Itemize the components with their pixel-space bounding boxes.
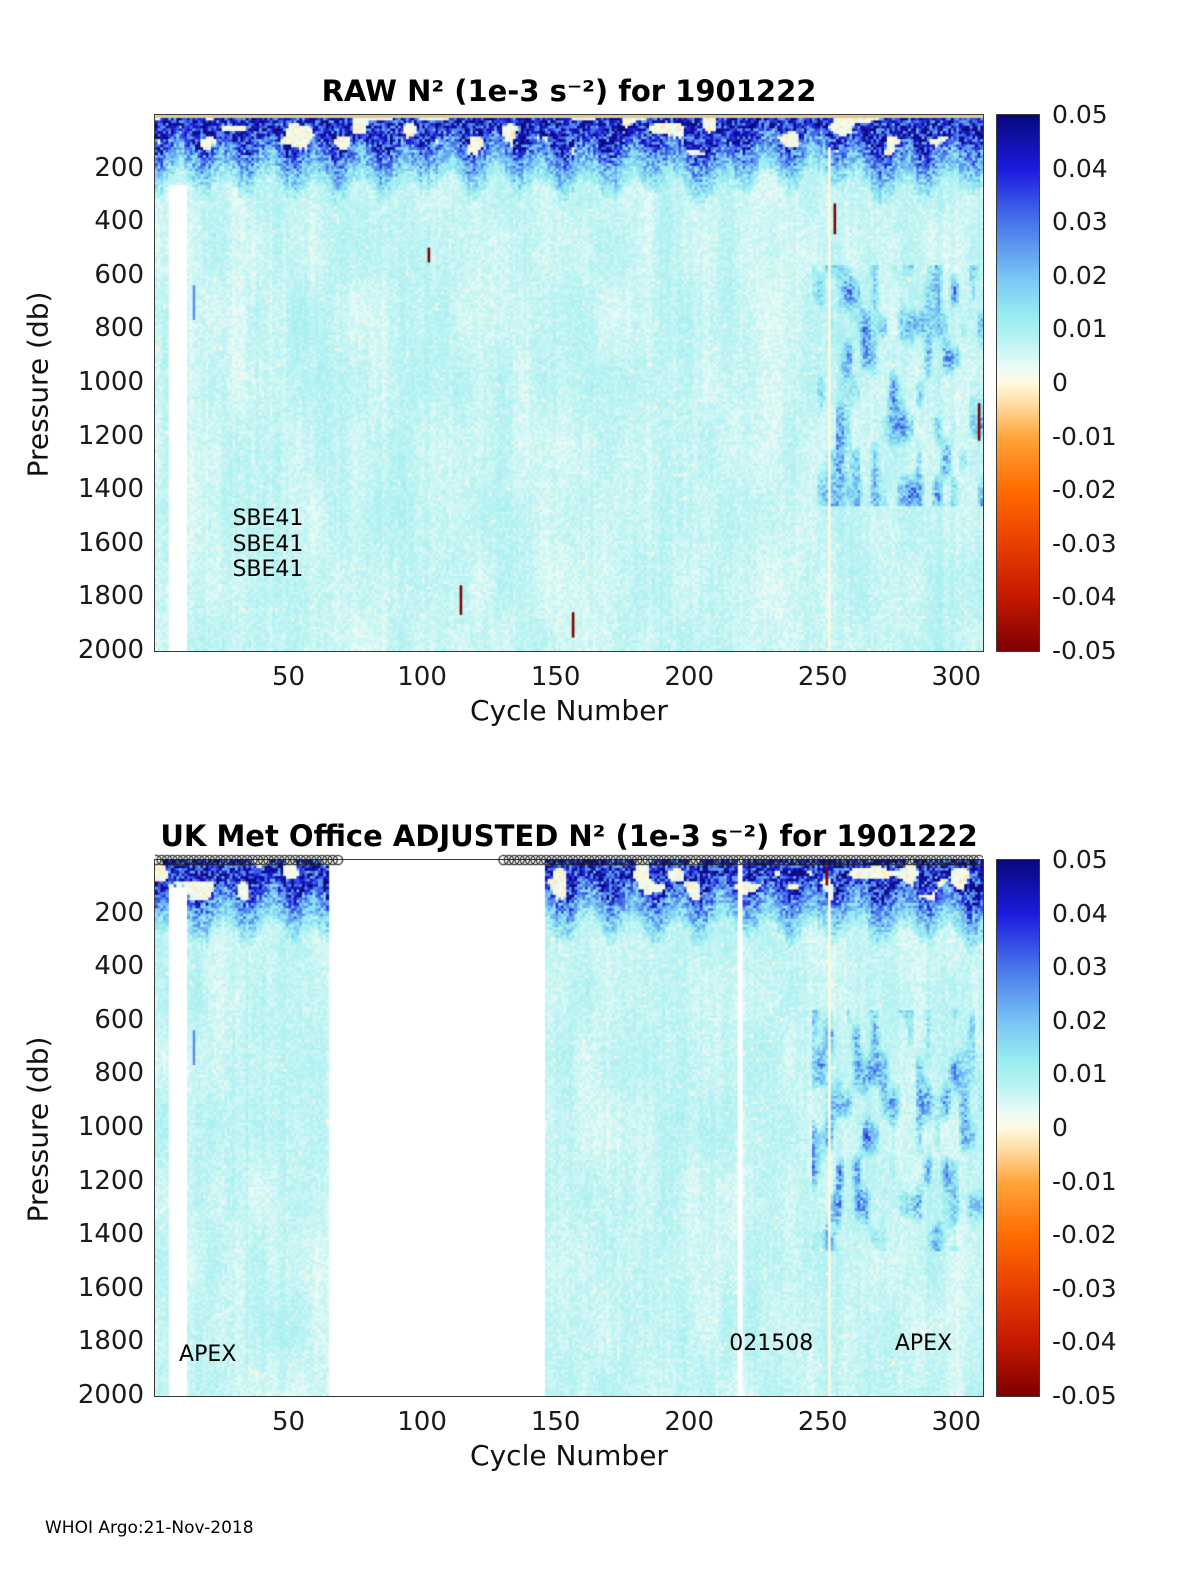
- annotation-label: SBE41: [232, 505, 304, 531]
- raw-plot-title: RAW N² (1e-3 s⁻²) for 1901222: [321, 74, 817, 108]
- y-tick-label: 200: [94, 897, 144, 928]
- x-tick-label: 100: [397, 662, 447, 692]
- adjusted-cycle-markers: [155, 851, 983, 869]
- colorbar-tick-label: 0.01: [1052, 1059, 1108, 1089]
- y-tick-label: 1800: [77, 1326, 144, 1357]
- y-tick-label: 400: [94, 951, 144, 982]
- colorbar-tick-label: 0.04: [1052, 153, 1108, 183]
- colorbar-tick-label: -0.04: [1052, 582, 1117, 612]
- raw-colorbar: [996, 114, 1040, 652]
- y-tick-label: 800: [94, 313, 144, 344]
- colorbar-tick-label: -0.02: [1052, 1220, 1117, 1250]
- colorbar-tick-label: 0: [1052, 368, 1068, 397]
- y-tick-label: 800: [94, 1058, 144, 1089]
- colorbar-tick-label: 0.04: [1052, 898, 1108, 928]
- adjusted-plot-title: UK Met Office ADJUSTED N² (1e-3 s⁻²) for…: [160, 819, 978, 853]
- colorbar-tick-label: -0.01: [1052, 421, 1117, 451]
- y-tick-label: 1200: [77, 420, 144, 451]
- adjusted-plot-area: [154, 859, 984, 1397]
- colorbar-tick-label: 0.05: [1052, 100, 1108, 129]
- y-tick-label: 1000: [77, 367, 144, 397]
- y-tick-label: 1200: [77, 1165, 144, 1196]
- colorbar-tick-label: -0.03: [1052, 528, 1117, 558]
- x-tick-label: 250: [797, 662, 848, 692]
- x-tick-label: 150: [530, 662, 581, 692]
- y-tick-label: 600: [94, 1004, 144, 1035]
- raw-x-axis-label: Cycle Number: [470, 694, 668, 727]
- x-tick-label: 50: [272, 662, 306, 692]
- colorbar-tick-label: -0.01: [1052, 1166, 1117, 1196]
- x-tick-label: 100: [397, 1407, 447, 1437]
- colorbar-tick-label: 0.02: [1052, 260, 1108, 290]
- adjusted-heatmap-canvas: [155, 860, 983, 1396]
- x-tick-label: 300: [931, 1407, 982, 1437]
- raw-heatmap-canvas: [155, 115, 983, 651]
- y-tick-label: 400: [94, 206, 144, 237]
- annotation-label: 021508: [729, 1331, 814, 1357]
- x-tick-label: 200: [664, 662, 714, 692]
- colorbar-tick-label: 0.01: [1052, 314, 1108, 344]
- y-tick-label: 1000: [77, 1112, 144, 1142]
- annotation-label: APEX: [894, 1331, 953, 1357]
- y-tick-label: 1600: [77, 527, 144, 558]
- colorbar-tick-label: -0.05: [1052, 1381, 1117, 1410]
- y-tick-label: 2000: [77, 635, 144, 665]
- colorbar-tick-label: 0.05: [1052, 845, 1108, 874]
- y-tick-label: 1800: [77, 581, 144, 612]
- colorbar-tick-label: -0.02: [1052, 475, 1117, 505]
- adjusted-colorbar: [996, 859, 1040, 1397]
- x-tick-label: 200: [664, 1407, 714, 1437]
- annotation-label: APEX: [179, 1341, 237, 1367]
- x-tick-label: 50: [272, 1407, 306, 1437]
- colorbar-tick-label: -0.05: [1052, 636, 1117, 665]
- colorbar-tick-label: -0.04: [1052, 1327, 1117, 1357]
- colorbar-tick-label: 0.03: [1052, 207, 1108, 237]
- colorbar-tick-label: 0.02: [1052, 1005, 1108, 1035]
- x-tick-label: 150: [530, 1407, 581, 1437]
- colorbar-tick-label: 0: [1052, 1113, 1068, 1142]
- annotation-label: SBE41: [232, 556, 304, 582]
- x-tick-label: 300: [931, 662, 982, 692]
- x-tick-label: 250: [797, 1407, 848, 1437]
- raw-plot-area: [154, 114, 984, 652]
- y-tick-label: 200: [94, 152, 144, 183]
- y-tick-label: 1600: [77, 1272, 144, 1303]
- y-tick-label: 1400: [77, 1219, 144, 1250]
- y-tick-label: 600: [94, 259, 144, 290]
- footer-text: WHOI Argo:21-Nov-2018: [45, 1518, 254, 1538]
- colorbar-tick-label: -0.03: [1052, 1273, 1117, 1303]
- adjusted-x-axis-label: Cycle Number: [470, 1439, 668, 1472]
- annotation-label: SBE41: [232, 531, 304, 557]
- colorbar-tick-label: 0.03: [1052, 952, 1108, 982]
- y-tick-label: 2000: [77, 1380, 144, 1410]
- y-tick-label: 1400: [77, 474, 144, 505]
